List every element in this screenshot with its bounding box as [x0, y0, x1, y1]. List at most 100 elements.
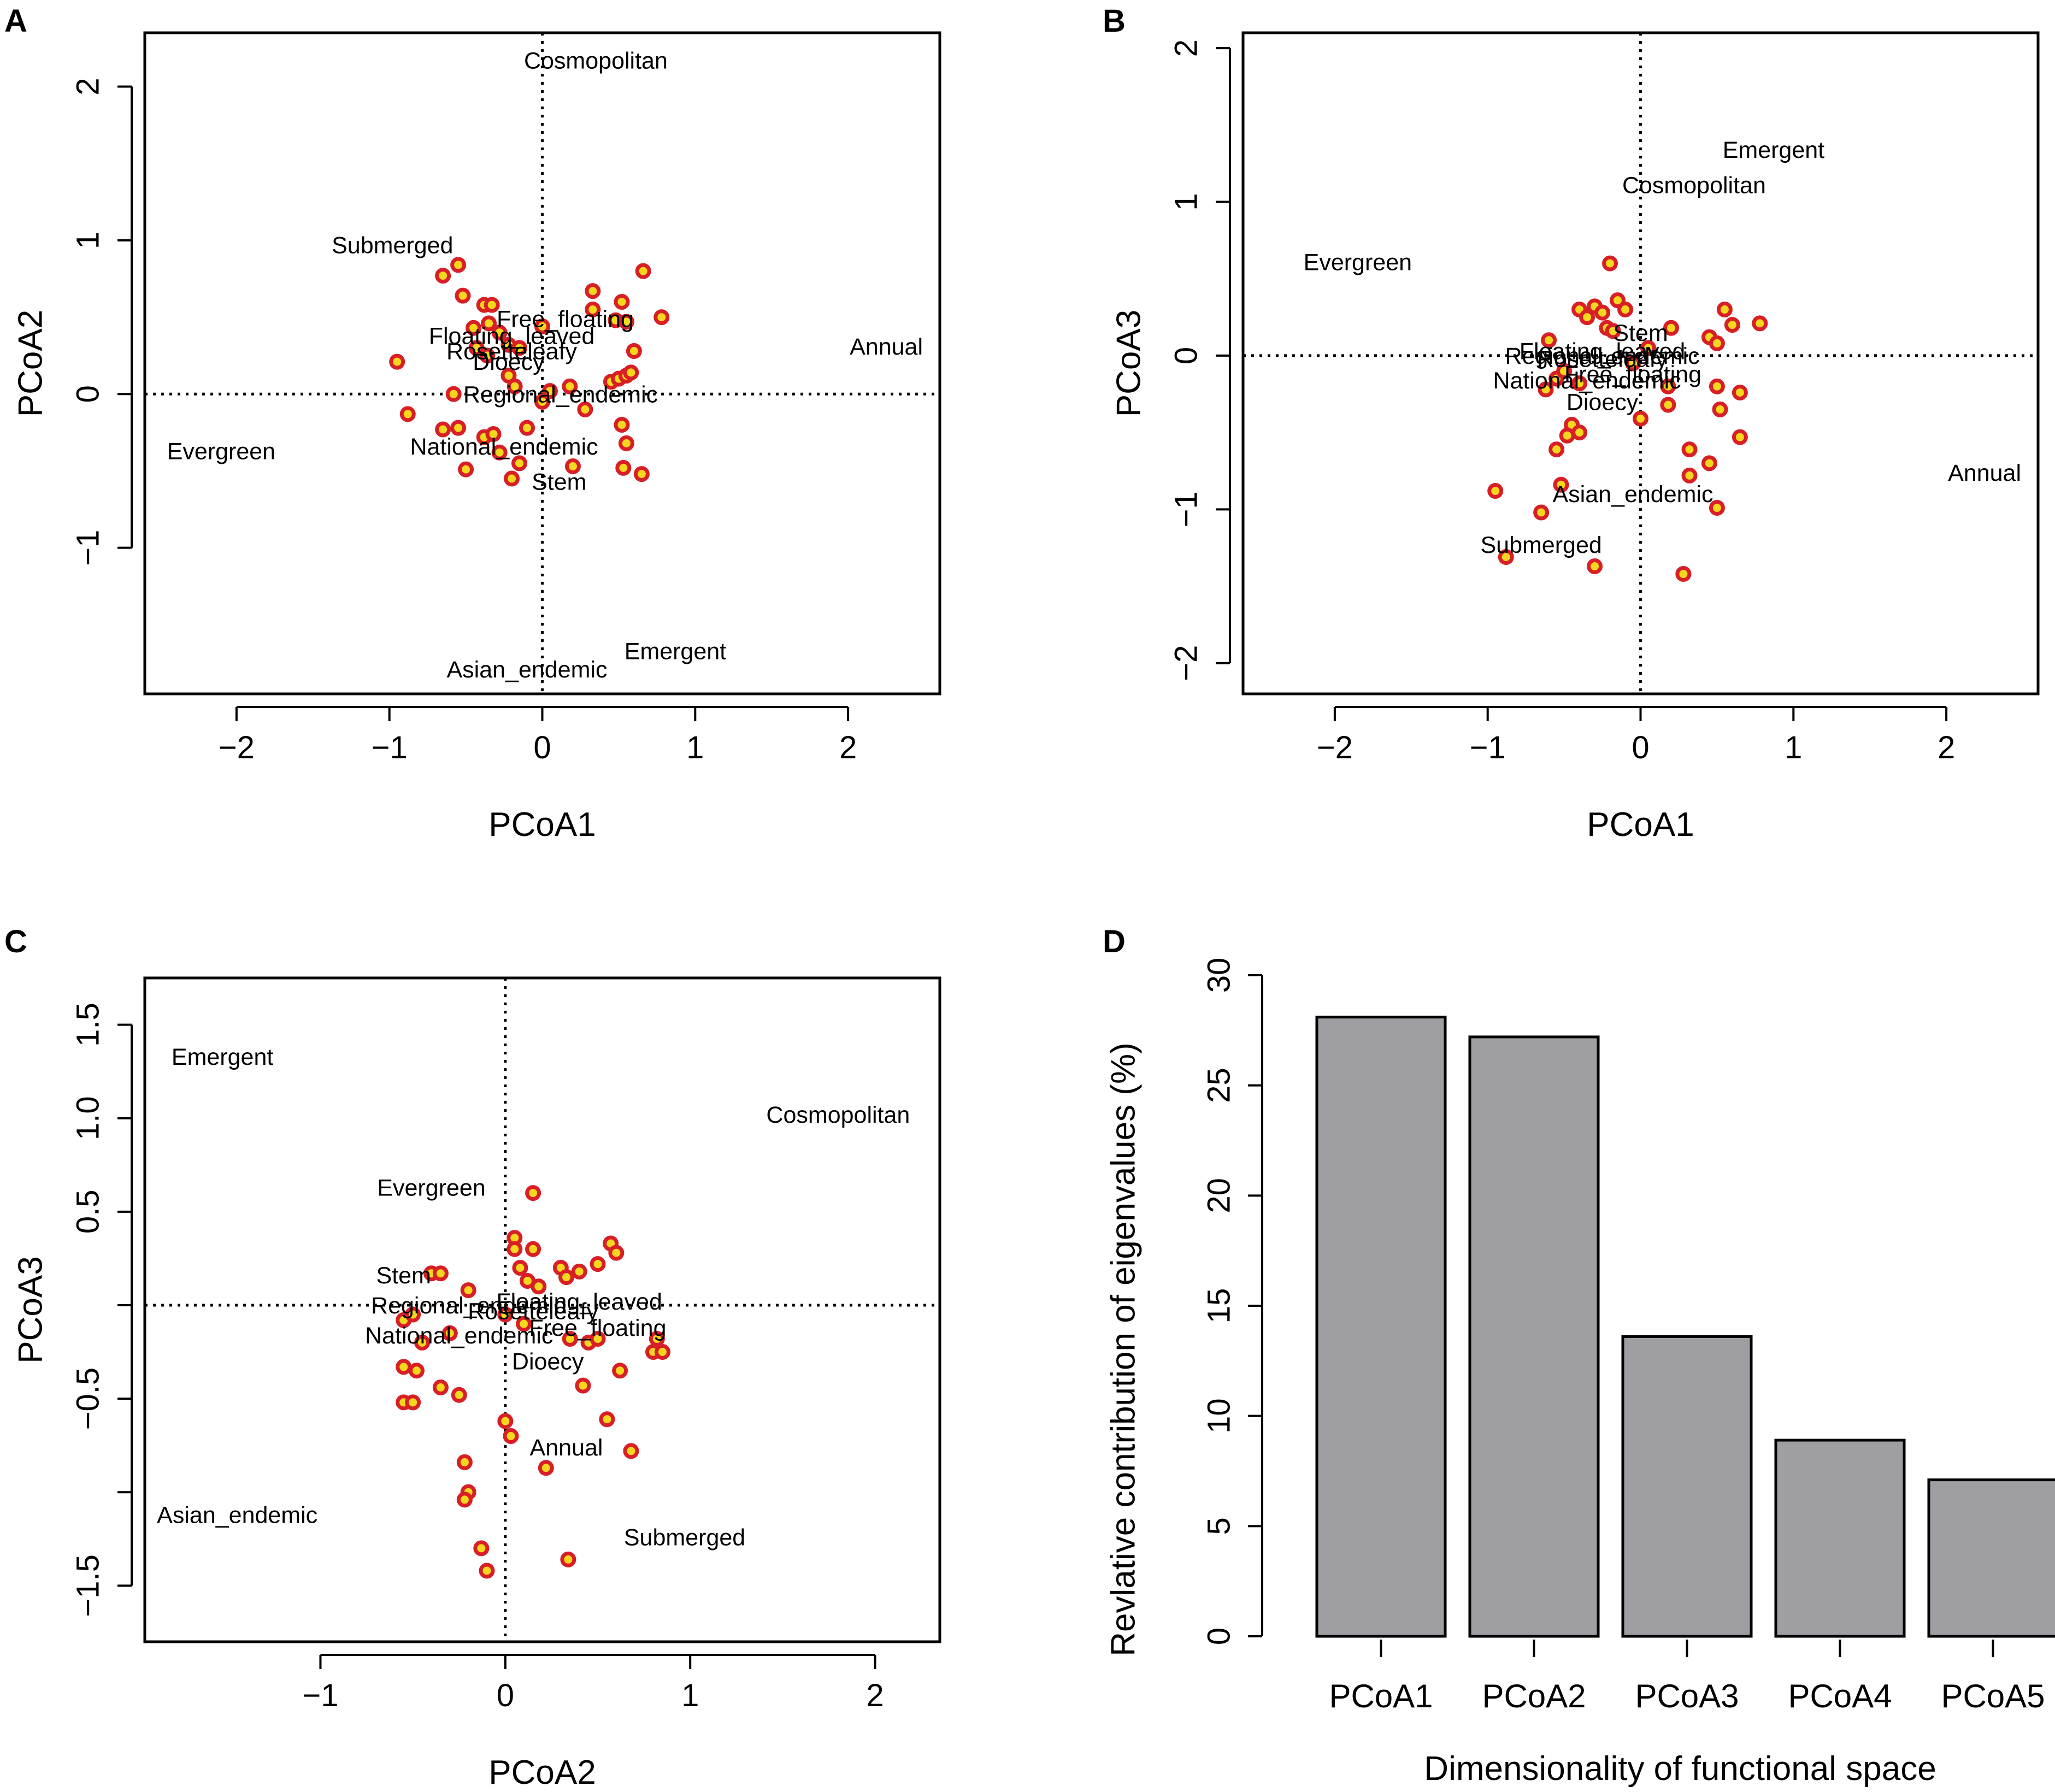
panel-c-data-point: [649, 1331, 665, 1347]
panel-c-data-point: [590, 1331, 606, 1347]
panel-b-data-point: [1553, 476, 1569, 493]
panel-d-y-tick-label: 10: [1201, 1398, 1236, 1434]
panel-c-x-tick-label: 0: [497, 1678, 514, 1713]
panel-b-trait-label: Emergent: [1723, 137, 1824, 163]
panel-a-trait-label: Asian_endemic: [447, 657, 608, 683]
panel-b-data-point: [1556, 363, 1573, 379]
panel-b-data-point: [1663, 320, 1679, 336]
panel-b-data-point: [1681, 441, 1698, 458]
panel-a-data-point: [485, 426, 502, 442]
panel-a-data-point: [653, 309, 670, 326]
panel-d-bar: [1315, 1016, 1447, 1638]
panel-c-x-axis-title: PCoA2: [488, 1754, 596, 1791]
panel-b-data-point: [1587, 558, 1603, 574]
panel-c-data-point: [456, 1454, 473, 1470]
panel-b-data-point: [1709, 378, 1725, 394]
panel-c-reference-lines: [145, 978, 940, 1642]
panel-a-data-point: [479, 347, 496, 364]
panel-b-data-point: [1732, 429, 1748, 445]
panel-d-axes: PCoA1 PCoA2 PCoA3 PCoA4 PCoA5 0 5 10 15 20 25 30: [1201, 958, 2045, 1714]
panel-a-data-point: [511, 340, 528, 356]
panel-b-x-tick-label: 1: [1785, 730, 1802, 765]
panel-c-data-point: [497, 1413, 514, 1429]
panel-b-data-point: [1640, 340, 1656, 356]
panel-d-y-tick-label: 25: [1201, 1068, 1236, 1103]
panel-c-data-point: [571, 1263, 587, 1280]
panel-b-data-point: [1752, 315, 1768, 332]
panel-c-data-point: [456, 1492, 473, 1508]
panel-b-trait-label: Rosetteleafy: [1537, 346, 1668, 373]
panel-c-trait-label: Evergreen: [377, 1175, 485, 1201]
panel-d-y-tick-label: 30: [1201, 958, 1236, 993]
panel-b-data-point: [1681, 467, 1698, 484]
panel-a-y-tick-label: 1: [70, 232, 105, 249]
panel-b-data-point: [1709, 500, 1725, 516]
panel-a-y-tick-label: 2: [70, 78, 105, 95]
panel-a-data-point: [585, 302, 601, 318]
panel-a-data-point: [614, 293, 630, 310]
panel-c-scatter: Emergent Cosmopolitan Evergreen Stem Regiona…: [12, 976, 941, 1791]
panel-b-data-point: [1625, 355, 1641, 372]
panel-a-data-point: [623, 364, 639, 381]
panel-a-trait-label: Annual: [850, 334, 923, 360]
panel-b-trait-label: Cosmopolitan: [1622, 173, 1766, 199]
panel-b-x-tick-label: 0: [1632, 730, 1649, 765]
panel-a-x-tick-label: 0: [533, 730, 551, 765]
panel-d-category-label: PCoA1: [1329, 1678, 1433, 1714]
panel-c-data-point: [512, 1259, 528, 1276]
panel-b-data-point: [1579, 309, 1595, 326]
panel-c-data-point: [479, 1563, 495, 1579]
panel-d-bar: [1774, 1439, 1906, 1638]
panel-c-data-point: [560, 1551, 576, 1567]
panel-d-y-tick-label: 0: [1201, 1628, 1236, 1645]
panel-c-data-point: [473, 1540, 490, 1557]
panel-b-trait-label: Dioecy: [1567, 389, 1639, 415]
panel-a-trait-label: Emergent: [625, 638, 726, 664]
panel-c-x-tick-label: 1: [681, 1678, 699, 1713]
panel-b-data-point: [1594, 304, 1611, 321]
panel-a-data-point: [450, 257, 467, 273]
panel-a-y-tick-label: −1: [70, 530, 105, 566]
panel-a-data-point: [435, 421, 451, 438]
panel-a-data-point: [484, 297, 500, 313]
panel-b-x-tick-label: −2: [1317, 730, 1353, 765]
panel-a-trait-label: Submerged: [332, 232, 453, 258]
panel-b-data-point: [1487, 483, 1504, 499]
panel-b-data-point: [1701, 455, 1717, 471]
panel-c-plot-frame: [143, 976, 941, 1643]
panel-c-trait-label: Asian_endemic: [157, 1502, 317, 1528]
panel-c-data-point: [503, 1428, 519, 1445]
panel-a-data-point: [562, 378, 578, 394]
panel-b-data-point: [1548, 441, 1565, 458]
panel-a-data-point: [491, 444, 508, 461]
panel-b-data-point: [1716, 302, 1733, 318]
panel-c-data-point: [414, 1334, 431, 1351]
panel-c-data-point: [612, 1363, 628, 1379]
panel-letter-a: A: [4, 3, 27, 39]
panel-c-point-labels: Emergent Cosmopolitan Evergreen Stem Regiona…: [157, 1044, 910, 1551]
panel-c-trait-label: Floating_leaved: [496, 1289, 662, 1315]
panel-d-bars: [1315, 1016, 2055, 1638]
panel-b-data-point: [1571, 375, 1588, 392]
panel-a-trait-label: Cosmopolitan: [524, 48, 668, 74]
panel-b-point-labels: Emergent Cosmopolitan Evergreen StemFloatin…: [1304, 137, 2021, 558]
panel-a-trait-label: Floating_leaved: [429, 323, 595, 349]
panel-b-data-point: [1724, 317, 1740, 333]
panel-a-data-point: [455, 287, 471, 304]
panel-a-data-point: [491, 325, 508, 341]
panel-c-trait-label: Rosetteleafy: [468, 1298, 599, 1324]
panel-c-data-point: [531, 1278, 547, 1295]
panel-letter-c: C: [4, 924, 27, 959]
panel-a-data-point: [458, 461, 474, 478]
panel-b-data-point: [1538, 381, 1554, 398]
panel-b-trait-label: National_endemic: [1493, 368, 1681, 394]
panel-d-bar: [1927, 1478, 2055, 1638]
panel-c-y-tick-label: −0.5: [70, 1367, 105, 1430]
panel-c-data-point: [451, 1387, 467, 1403]
panel-b-scatter: Emergent Cosmopolitan Evergreen StemFloatin…: [1110, 31, 2040, 844]
panel-d-y-tick-label: 20: [1201, 1178, 1236, 1213]
panel-c-trait-label: Stem: [376, 1263, 431, 1289]
panel-c-trait-label: Free_floating: [529, 1315, 667, 1341]
panel-a-data-point: [481, 315, 497, 332]
